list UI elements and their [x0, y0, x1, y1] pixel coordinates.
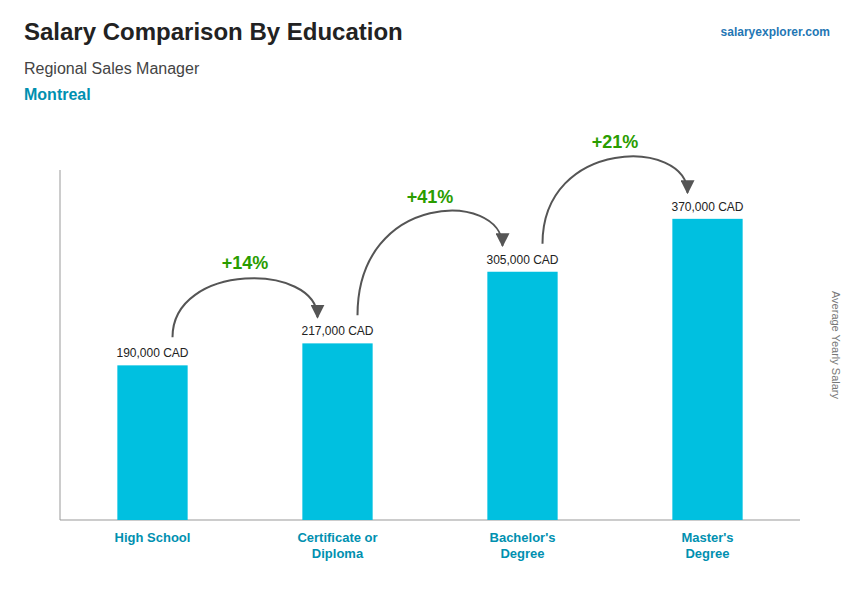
bars	[117, 219, 742, 520]
title: Salary Comparison By Education	[24, 18, 403, 45]
annotation: +41%	[407, 187, 454, 207]
annotation: +21%	[592, 132, 639, 152]
annotation: +14%	[222, 253, 269, 273]
x-tick-label: Certificate orDiploma	[297, 530, 377, 561]
y-axis-label: Average Yearly Salary	[830, 291, 842, 400]
value-label: 217,000 CAD	[301, 324, 373, 338]
subtitle: Regional Sales Manager	[24, 60, 200, 77]
x-tick-label: Master'sDegree	[681, 530, 733, 561]
bar	[302, 343, 372, 520]
y-axis-line	[60, 170, 61, 520]
x-tick-label: Bachelor'sDegree	[490, 530, 556, 561]
chart: Salary Comparison By Education salaryexpl…	[0, 0, 850, 606]
change-arrow	[173, 278, 318, 337]
bar	[487, 272, 557, 520]
value-label: 370,000 CAD	[671, 200, 743, 214]
x-tick-label: High School	[115, 530, 191, 545]
subtitle: Montreal	[24, 86, 91, 103]
change-arrow	[358, 211, 503, 316]
bar	[117, 365, 187, 520]
source: salaryexplorer.com	[721, 25, 830, 39]
value-label: 190,000 CAD	[116, 346, 188, 360]
change-arrow	[543, 156, 688, 243]
value-label: 305,000 CAD	[486, 253, 558, 267]
bar	[672, 219, 742, 520]
